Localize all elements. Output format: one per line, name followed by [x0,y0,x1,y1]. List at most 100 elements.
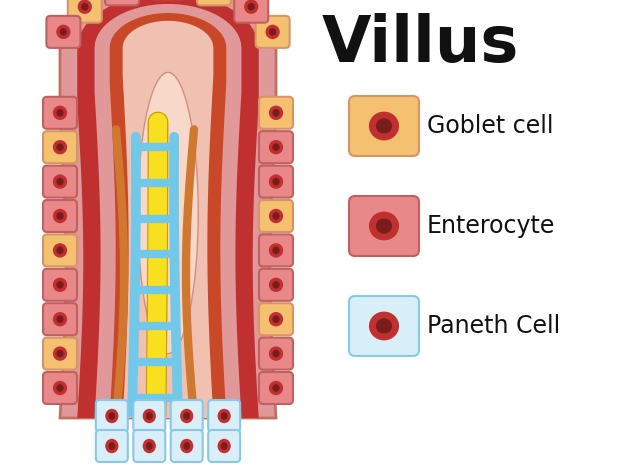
Ellipse shape [272,212,280,220]
FancyBboxPatch shape [171,400,203,432]
Polygon shape [95,4,242,418]
FancyBboxPatch shape [43,131,77,163]
Ellipse shape [272,315,280,323]
FancyBboxPatch shape [208,430,240,462]
Ellipse shape [272,144,280,151]
FancyBboxPatch shape [43,372,77,404]
Text: Villus: Villus [321,13,519,75]
Ellipse shape [272,109,280,116]
Ellipse shape [56,144,64,151]
Polygon shape [123,21,213,418]
FancyBboxPatch shape [349,96,419,156]
Ellipse shape [143,439,156,453]
FancyBboxPatch shape [349,296,419,356]
Ellipse shape [108,412,115,420]
Ellipse shape [105,409,118,423]
FancyBboxPatch shape [133,430,165,462]
Ellipse shape [369,312,399,340]
Ellipse shape [269,174,283,189]
Ellipse shape [269,140,283,154]
Ellipse shape [183,442,190,450]
Ellipse shape [56,384,64,392]
Ellipse shape [244,0,259,14]
Ellipse shape [269,278,283,292]
Text: Goblet cell: Goblet cell [427,114,553,138]
FancyBboxPatch shape [105,0,139,6]
FancyBboxPatch shape [43,200,77,232]
FancyBboxPatch shape [349,196,419,256]
FancyBboxPatch shape [234,0,268,23]
FancyBboxPatch shape [259,234,293,267]
FancyBboxPatch shape [259,131,293,163]
FancyBboxPatch shape [96,430,128,462]
FancyBboxPatch shape [68,0,102,23]
Ellipse shape [143,409,156,423]
FancyBboxPatch shape [255,16,290,48]
Text: Paneth Cell: Paneth Cell [427,314,560,338]
Polygon shape [110,13,227,418]
Ellipse shape [272,350,280,357]
Ellipse shape [369,111,399,140]
Text: Enterocyte: Enterocyte [427,214,555,238]
Ellipse shape [376,118,392,134]
Ellipse shape [218,439,231,453]
Ellipse shape [269,106,283,120]
Ellipse shape [269,346,283,361]
Ellipse shape [56,315,64,323]
Ellipse shape [272,281,280,288]
Ellipse shape [272,178,280,185]
FancyBboxPatch shape [259,269,293,301]
Ellipse shape [247,3,255,11]
Ellipse shape [53,106,67,120]
Ellipse shape [272,384,280,392]
FancyBboxPatch shape [259,165,293,198]
FancyBboxPatch shape [208,400,240,432]
Ellipse shape [269,243,283,258]
Polygon shape [60,0,276,418]
Ellipse shape [56,247,64,254]
Ellipse shape [81,3,88,11]
Ellipse shape [180,439,193,453]
FancyBboxPatch shape [197,0,231,6]
Ellipse shape [53,381,67,395]
Ellipse shape [53,312,67,326]
Ellipse shape [272,247,280,254]
Ellipse shape [376,318,392,334]
Ellipse shape [56,25,71,39]
Ellipse shape [221,442,227,450]
FancyBboxPatch shape [259,97,293,129]
Ellipse shape [53,174,67,189]
FancyBboxPatch shape [259,303,293,335]
Ellipse shape [53,243,67,258]
Ellipse shape [269,28,276,36]
Ellipse shape [183,412,190,420]
FancyBboxPatch shape [43,234,77,267]
Ellipse shape [56,178,64,185]
Ellipse shape [369,212,399,240]
Ellipse shape [180,409,193,423]
Ellipse shape [53,209,67,223]
Ellipse shape [108,442,115,450]
Ellipse shape [376,218,392,233]
Ellipse shape [146,442,153,450]
FancyBboxPatch shape [133,400,165,432]
Ellipse shape [269,312,283,326]
Ellipse shape [56,281,64,288]
Ellipse shape [269,381,283,395]
Ellipse shape [146,412,153,420]
Ellipse shape [53,346,67,361]
FancyBboxPatch shape [43,337,77,370]
FancyBboxPatch shape [96,400,128,432]
FancyBboxPatch shape [259,337,293,370]
FancyBboxPatch shape [43,303,77,335]
Ellipse shape [265,25,280,39]
Ellipse shape [138,72,198,354]
FancyBboxPatch shape [171,430,203,462]
Ellipse shape [59,28,67,36]
Ellipse shape [53,278,67,292]
Ellipse shape [56,350,64,357]
FancyBboxPatch shape [43,269,77,301]
FancyBboxPatch shape [46,16,80,48]
Ellipse shape [56,109,64,116]
Ellipse shape [56,212,64,220]
